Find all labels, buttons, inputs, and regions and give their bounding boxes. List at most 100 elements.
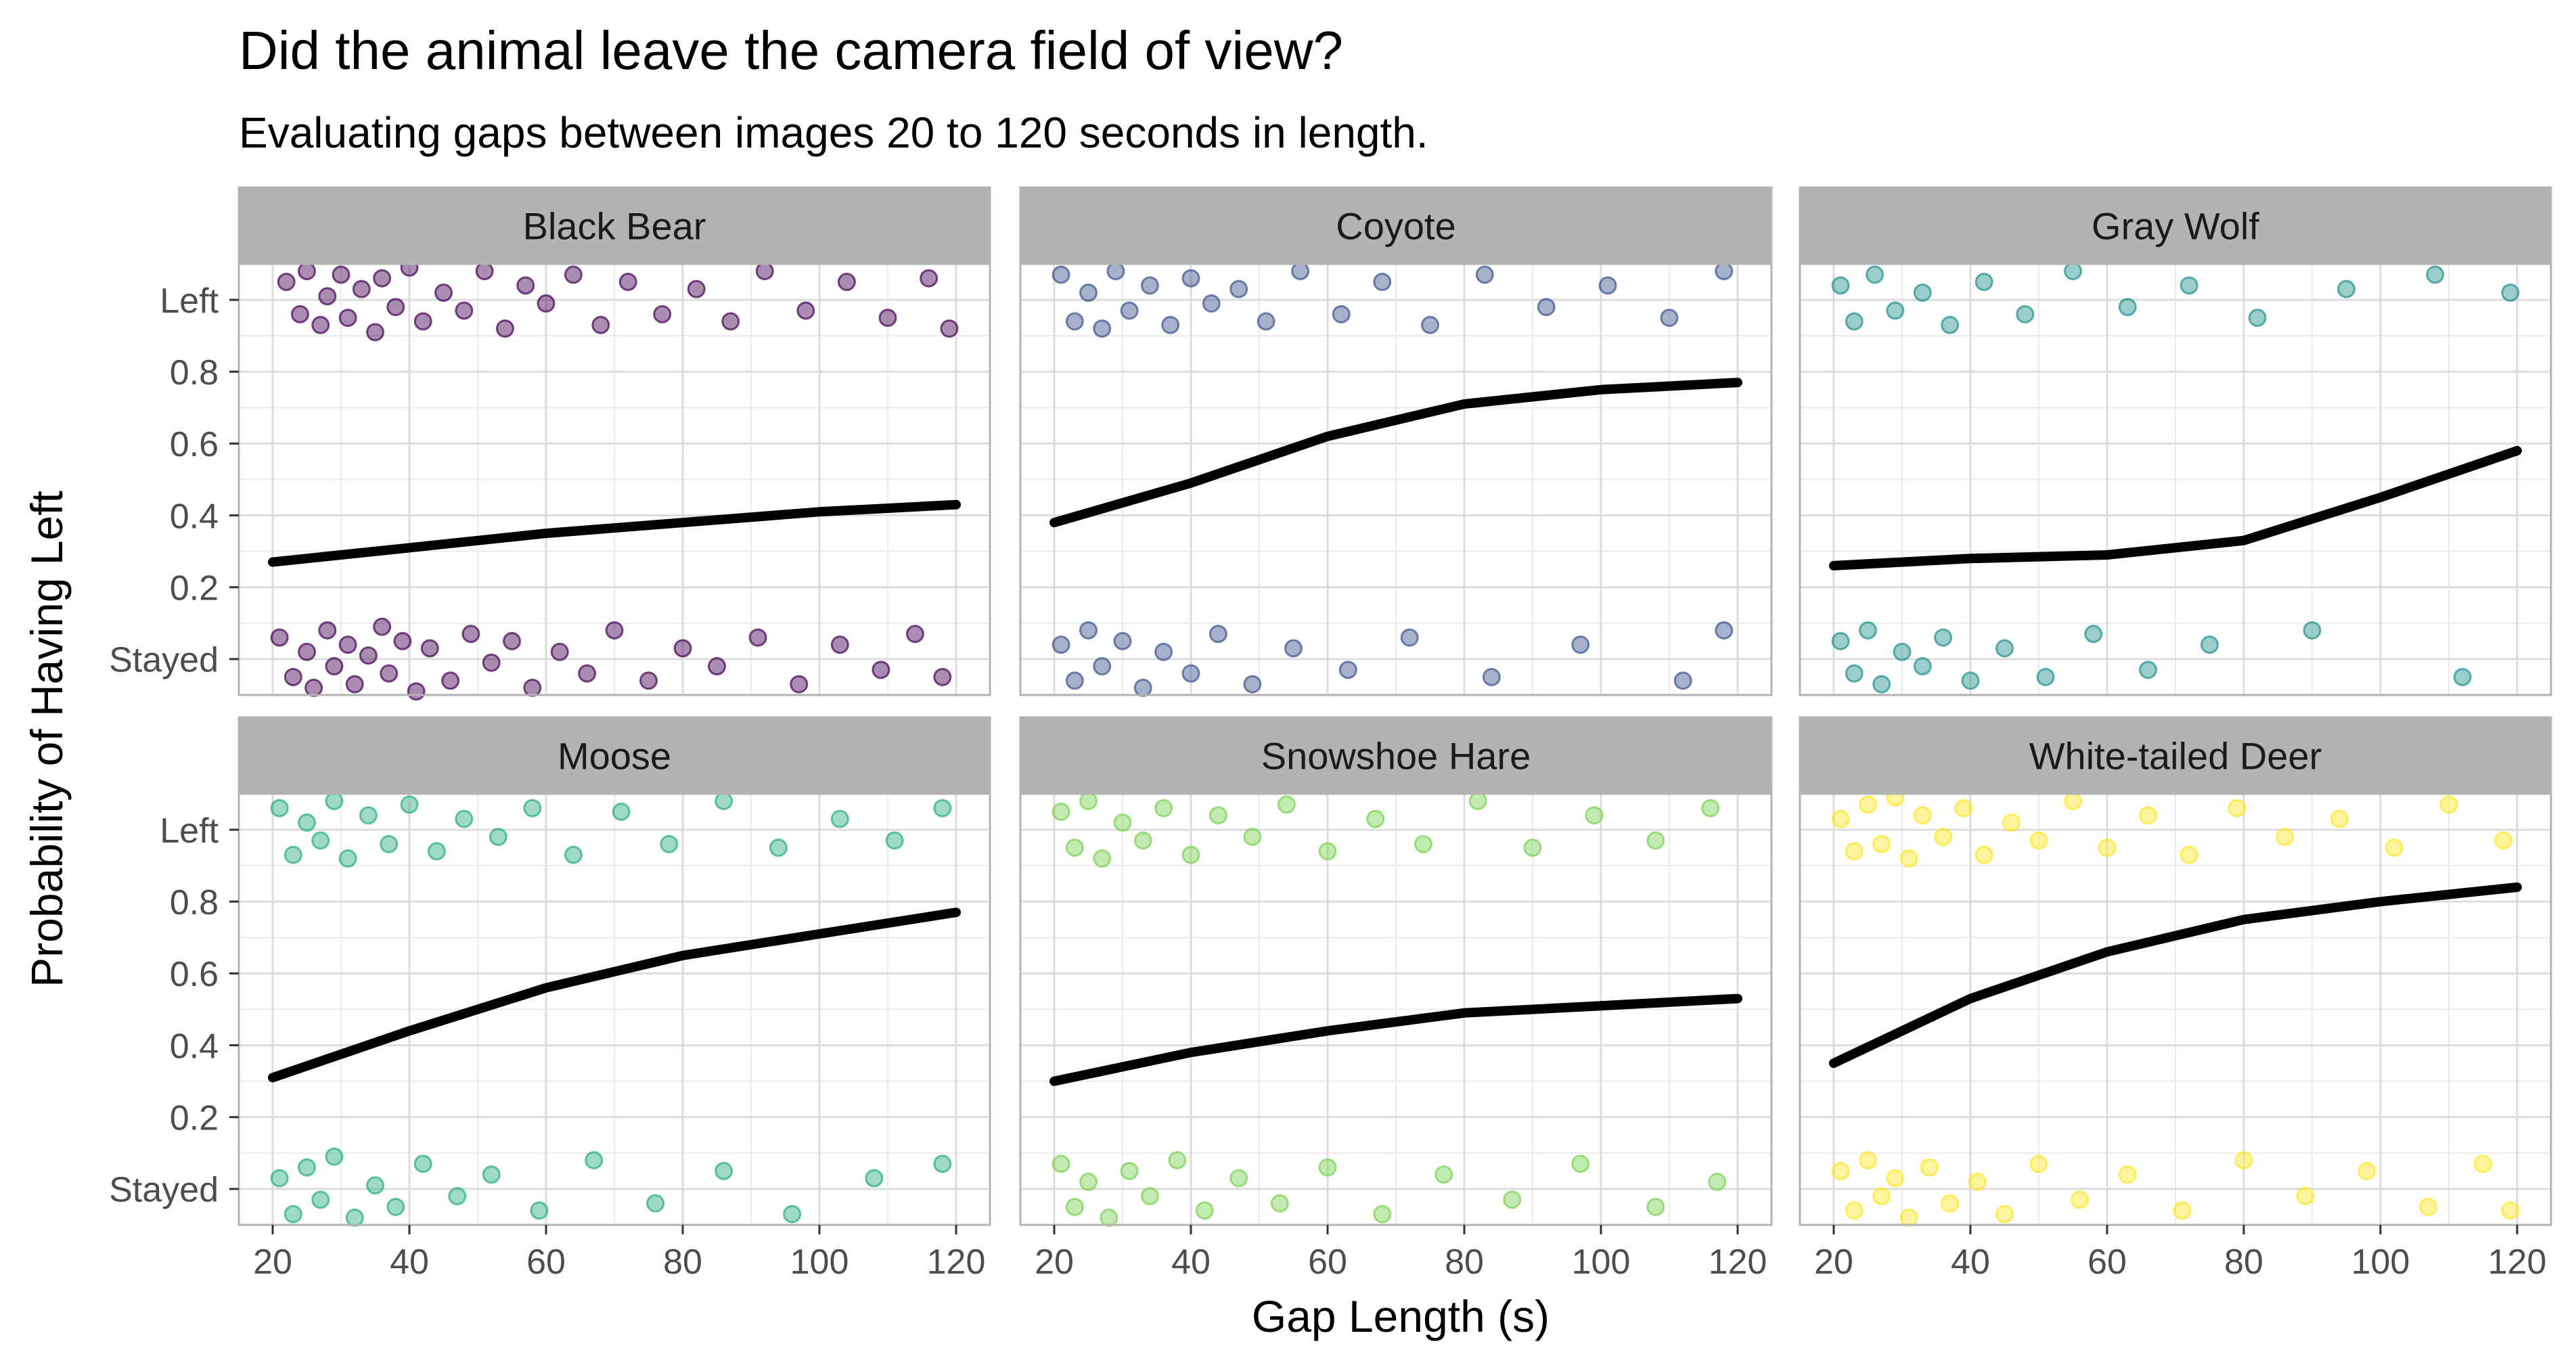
data-point (1974, 273, 1993, 292)
data-point (783, 1205, 802, 1224)
data-point (1482, 667, 1501, 686)
data-point (1100, 1208, 1118, 1227)
data-point (523, 799, 542, 817)
x-tick-label: 60 (2087, 1242, 2127, 1282)
y-tick-label: Left (160, 282, 219, 321)
data-point (2234, 1150, 2253, 1169)
data-point (865, 1169, 884, 1188)
data-point (1954, 799, 1973, 817)
data-point (1079, 1172, 1098, 1191)
y-axis-title: Probability of Having Left (22, 491, 72, 987)
x-tick-label: 40 (390, 1242, 429, 1282)
data-point (1913, 283, 1932, 302)
data-point (393, 631, 412, 650)
data-point (1571, 1155, 1590, 1173)
data-point (830, 809, 849, 828)
facet-strip-label: Snowshoe Hare (1261, 735, 1531, 778)
facet-white-tailed-deer: White-tailed Deer 20 40 60 80 100 120 (1799, 716, 2552, 1282)
data-point (482, 653, 501, 672)
data-point (2118, 298, 2137, 317)
data-point (1646, 831, 1665, 850)
data-point (434, 283, 453, 302)
data-point (1332, 305, 1351, 323)
data-point (591, 315, 610, 334)
data-point (373, 269, 392, 288)
data-point (270, 1169, 289, 1188)
data-point (920, 269, 939, 288)
data-point (715, 1161, 733, 1180)
data-point (2357, 1161, 2376, 1180)
data-point (2385, 838, 2403, 857)
data-point (2064, 792, 2082, 811)
data-point (1886, 1169, 1905, 1188)
data-point (318, 621, 337, 640)
data-point (298, 1158, 316, 1177)
data-point (1859, 795, 1877, 814)
data-point (1503, 1190, 1522, 1209)
data-point (2228, 799, 2246, 817)
data-point (1845, 842, 1863, 861)
data-point (1154, 642, 1173, 661)
data-point (318, 287, 337, 306)
facet-strip (1799, 716, 2552, 795)
data-point (1715, 262, 1734, 281)
data-point (1913, 806, 1932, 825)
data-point (687, 279, 706, 298)
data-point (1052, 635, 1070, 654)
data-point (1715, 621, 1734, 640)
x-tick-label: 80 (663, 1242, 702, 1282)
facet-strip (238, 186, 991, 265)
data-point (885, 831, 904, 850)
data-point (290, 305, 309, 323)
data-point (1434, 1165, 1453, 1184)
data-point (1893, 642, 1912, 661)
points (1052, 792, 1727, 1227)
facet-strip (1019, 716, 1773, 795)
data-point (1161, 315, 1180, 334)
data-point (1373, 1205, 1392, 1224)
data-point (1243, 675, 1262, 694)
data-point (673, 639, 692, 658)
data-point (585, 1150, 604, 1169)
data-point (311, 315, 330, 334)
data-point (1872, 1187, 1891, 1206)
data-point (878, 309, 897, 328)
fit-line (1049, 993, 1742, 1086)
data-point (639, 671, 658, 690)
data-point (1181, 664, 1200, 683)
data-point (413, 1155, 432, 1173)
data-point (564, 265, 583, 284)
data-point (1338, 660, 1357, 679)
data-point (1845, 664, 1863, 683)
facet-coyote: Coyote (1019, 186, 1773, 697)
data-point (1475, 265, 1494, 284)
data-point (2296, 1187, 2315, 1206)
data-point (1181, 269, 1200, 288)
data-point (1154, 799, 1173, 817)
data-point (1106, 262, 1125, 281)
data-point (277, 273, 296, 292)
data-point (530, 1201, 549, 1220)
data-point (2084, 625, 2103, 644)
x-tick-label: 100 (2351, 1242, 2410, 1282)
facet-strip (238, 716, 991, 795)
data-point (1318, 842, 1337, 861)
data-point (1872, 675, 1891, 694)
data-point (2248, 309, 2267, 328)
data-point (1831, 809, 1850, 828)
data-point (933, 799, 952, 817)
y-tick-label: 0.4 (170, 1027, 219, 1066)
data-point (359, 646, 378, 665)
data-point (325, 657, 344, 676)
data-point (2276, 828, 2295, 847)
data-point (284, 1205, 302, 1224)
data-point (755, 262, 774, 281)
data-point (1866, 265, 1884, 284)
fit-line (1829, 446, 2522, 570)
data-point (1913, 657, 1932, 676)
y-tick-label: 0.8 (170, 883, 219, 922)
data-point (1831, 1161, 1850, 1180)
data-point (2200, 635, 2219, 654)
x-tick-label: 80 (1445, 1242, 1484, 1282)
data-point (618, 273, 637, 292)
